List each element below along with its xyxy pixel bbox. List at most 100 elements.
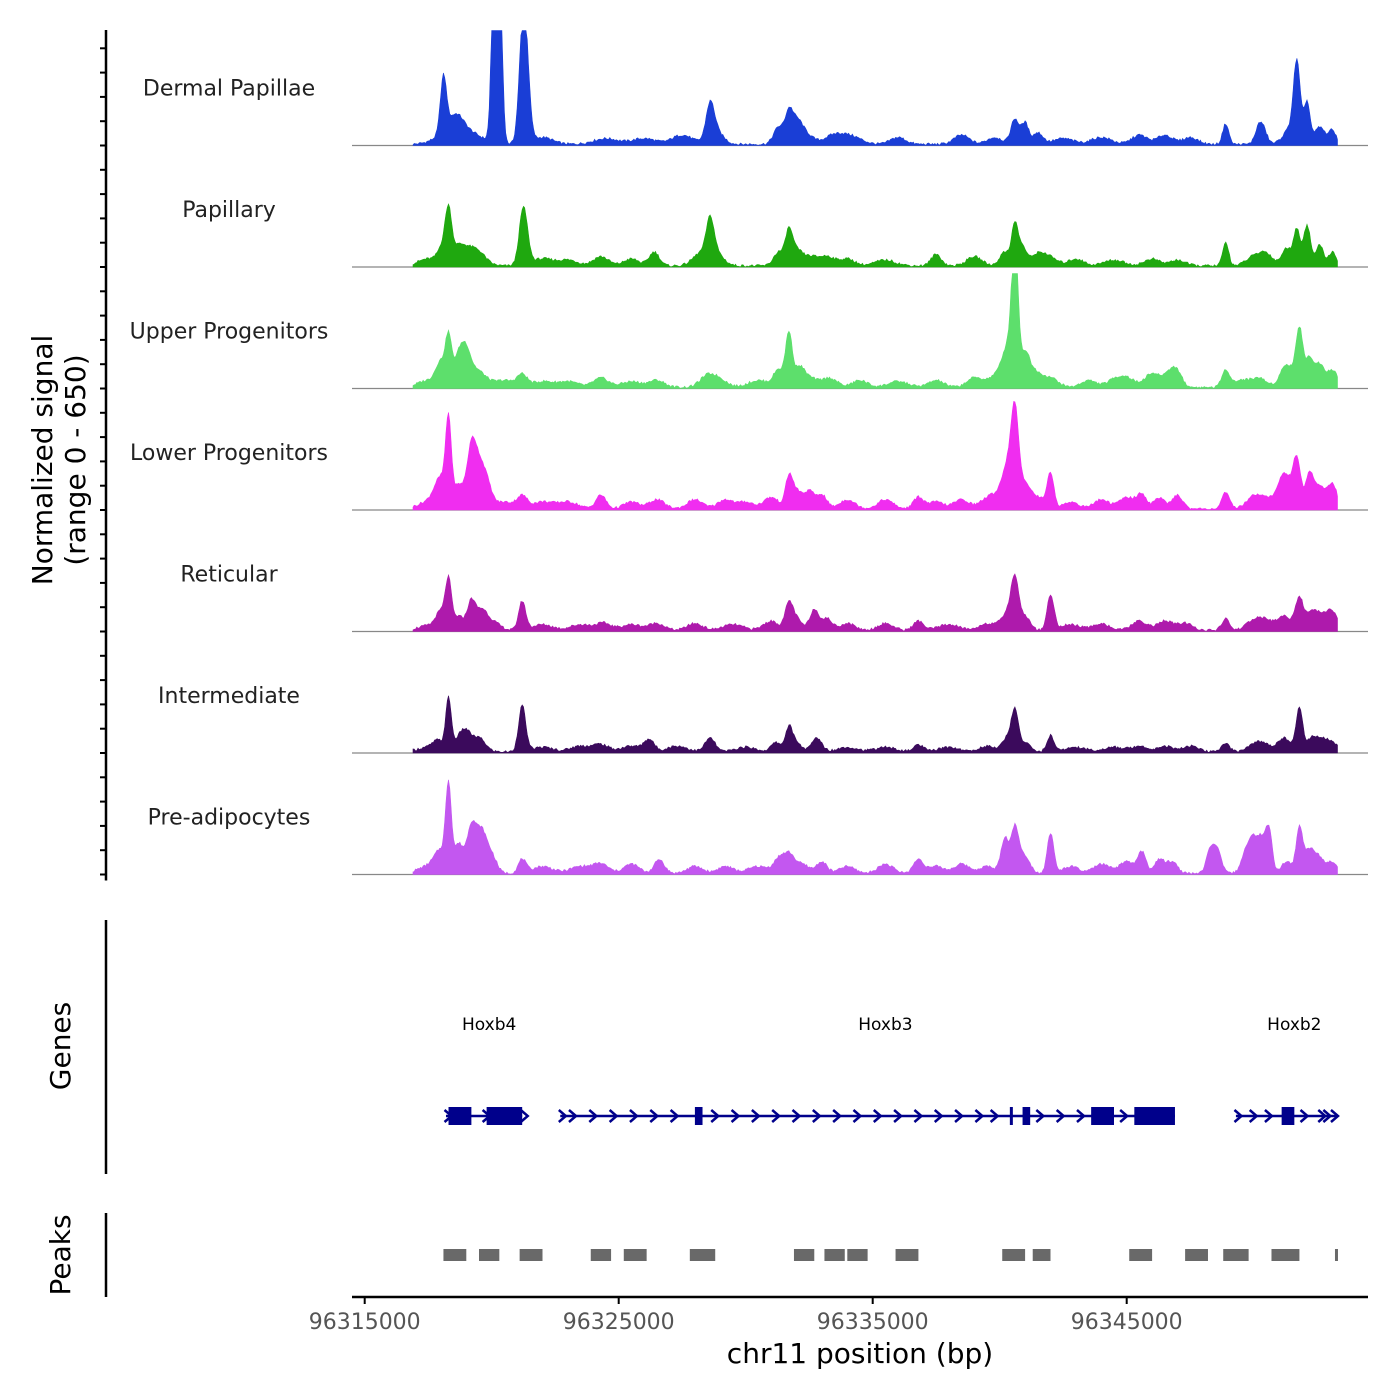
- gene-hoxb2: Hoxb2: [1233, 1015, 1340, 1125]
- exon: [1091, 1107, 1114, 1125]
- strand-arrow: [608, 1109, 619, 1123]
- gene-label: Hoxb2: [1267, 1015, 1321, 1035]
- signal-tracks: Dermal Papillae Papillary Upper Progenitor…: [100, 30, 1368, 881]
- strand-arrow: [1299, 1109, 1310, 1123]
- peaks-panel-label: Peaks: [44, 1214, 77, 1295]
- strand-arrow: [1233, 1109, 1244, 1123]
- exon: [1022, 1107, 1031, 1125]
- y-axis-label-line1: Normalized signal: [26, 335, 59, 586]
- track-dermal-papillae: Dermal Papillae: [100, 30, 1368, 147]
- strand-arrow: [1076, 1109, 1086, 1123]
- peak-region: [1223, 1249, 1249, 1261]
- track-label: Pre-adipocytes: [148, 806, 311, 831]
- x-tick-label: 96335000: [817, 1310, 929, 1335]
- peak-region: [824, 1249, 845, 1261]
- track-label: Papillary: [182, 198, 276, 223]
- x-tick-label: 96315000: [309, 1310, 421, 1335]
- track-label: Lower Progenitors: [130, 441, 328, 466]
- strand-arrow: [954, 1109, 964, 1123]
- strand-arrow: [558, 1109, 568, 1123]
- strand-arrow: [933, 1109, 944, 1123]
- strand-arrow: [1330, 1109, 1340, 1123]
- y-axis-label: Normalized signal (range 0 - 650): [26, 335, 92, 586]
- strand-arrow: [649, 1109, 660, 1123]
- track-pre-adipocytes: Pre-adipocytes: [100, 776, 1368, 876]
- signal-area: [412, 779, 1338, 875]
- strand-arrow: [1119, 1109, 1130, 1123]
- strand-arrow: [669, 1109, 680, 1123]
- signal-area: [412, 273, 1338, 389]
- strand-arrow: [730, 1109, 741, 1123]
- y-axis-label-line2: (range 0 - 650): [59, 354, 92, 565]
- strand-arrow: [1322, 1109, 1333, 1123]
- strand-arrow: [832, 1109, 843, 1123]
- strand-arrow: [812, 1109, 822, 1123]
- peak-regions: [104, 1213, 1338, 1297]
- peak-region: [1334, 1249, 1338, 1261]
- strand-arrow: [568, 1109, 578, 1123]
- strand-arrow: [852, 1109, 863, 1123]
- gene-hoxb4: Hoxb4: [443, 1015, 530, 1125]
- track-intermediate: Intermediate: [100, 654, 1368, 754]
- peak-region: [1185, 1249, 1208, 1261]
- exon: [1009, 1107, 1013, 1125]
- peak-region: [847, 1249, 868, 1261]
- exon: [694, 1107, 703, 1125]
- peak-region: [689, 1249, 716, 1261]
- exon: [1281, 1107, 1295, 1125]
- x-tick-label: 96325000: [563, 1310, 675, 1335]
- peak-region: [1129, 1249, 1153, 1261]
- peak-region: [895, 1249, 919, 1261]
- strand-arrow: [710, 1109, 721, 1123]
- track-label: Reticular: [180, 563, 278, 588]
- peak-region: [623, 1249, 647, 1261]
- strand-arrow: [1035, 1109, 1046, 1123]
- strand-arrow: [519, 1109, 530, 1123]
- track-upper-progenitors: Upper Progenitors: [100, 273, 1368, 390]
- strand-arrow: [1248, 1109, 1259, 1123]
- track-reticular: Reticular: [100, 533, 1368, 633]
- track-label: Upper Progenitors: [130, 320, 329, 345]
- strand-arrow: [872, 1109, 883, 1123]
- peak-region: [519, 1249, 543, 1261]
- peak-region: [1002, 1249, 1026, 1261]
- strand-arrow: [989, 1109, 1000, 1123]
- strand-arrow: [1264, 1109, 1274, 1123]
- peak-region: [590, 1249, 612, 1261]
- gene-label: Hoxb4: [462, 1015, 516, 1035]
- track-label: Intermediate: [158, 684, 300, 709]
- peak-region: [479, 1249, 500, 1261]
- signal-area: [412, 695, 1338, 754]
- exon: [1134, 1107, 1175, 1125]
- signal-area: [412, 30, 1338, 146]
- exon: [486, 1107, 523, 1125]
- gene-annotations: Hoxb4 Hoxb3 Hoxb2: [104, 920, 1340, 1174]
- x-tick-label: 96345000: [1071, 1310, 1183, 1335]
- x-axis-title: chr11 position (bp): [727, 1337, 993, 1370]
- peak-region: [1271, 1249, 1300, 1261]
- signal-area: [412, 203, 1338, 268]
- strand-arrow: [751, 1109, 761, 1123]
- strand-arrow: [1055, 1109, 1066, 1123]
- gene-hoxb3: Hoxb3: [558, 1015, 1175, 1125]
- track-lower-progenitors: Lower Progenitors: [100, 401, 1368, 511]
- track-papillary: Papillary: [100, 168, 1368, 268]
- strand-arrow: [791, 1109, 802, 1123]
- x-axis: 96315000 96325000 96335000 96345000: [309, 1295, 1368, 1335]
- strand-arrow: [913, 1109, 924, 1123]
- strand-arrow: [588, 1109, 599, 1123]
- genes-panel-label: Genes: [44, 1002, 77, 1090]
- strand-arrow: [629, 1109, 639, 1123]
- peak-region: [1032, 1249, 1051, 1261]
- exon: [448, 1107, 472, 1125]
- gene-label: Hoxb3: [858, 1015, 912, 1035]
- signal-area: [412, 573, 1338, 632]
- strand-arrow: [974, 1109, 985, 1123]
- strand-arrow: [771, 1109, 782, 1123]
- signal-area: [412, 401, 1338, 511]
- strand-arrow: [893, 1109, 904, 1123]
- peak-region: [793, 1249, 815, 1261]
- peak-region: [443, 1249, 467, 1261]
- track-label: Dermal Papillae: [143, 77, 315, 102]
